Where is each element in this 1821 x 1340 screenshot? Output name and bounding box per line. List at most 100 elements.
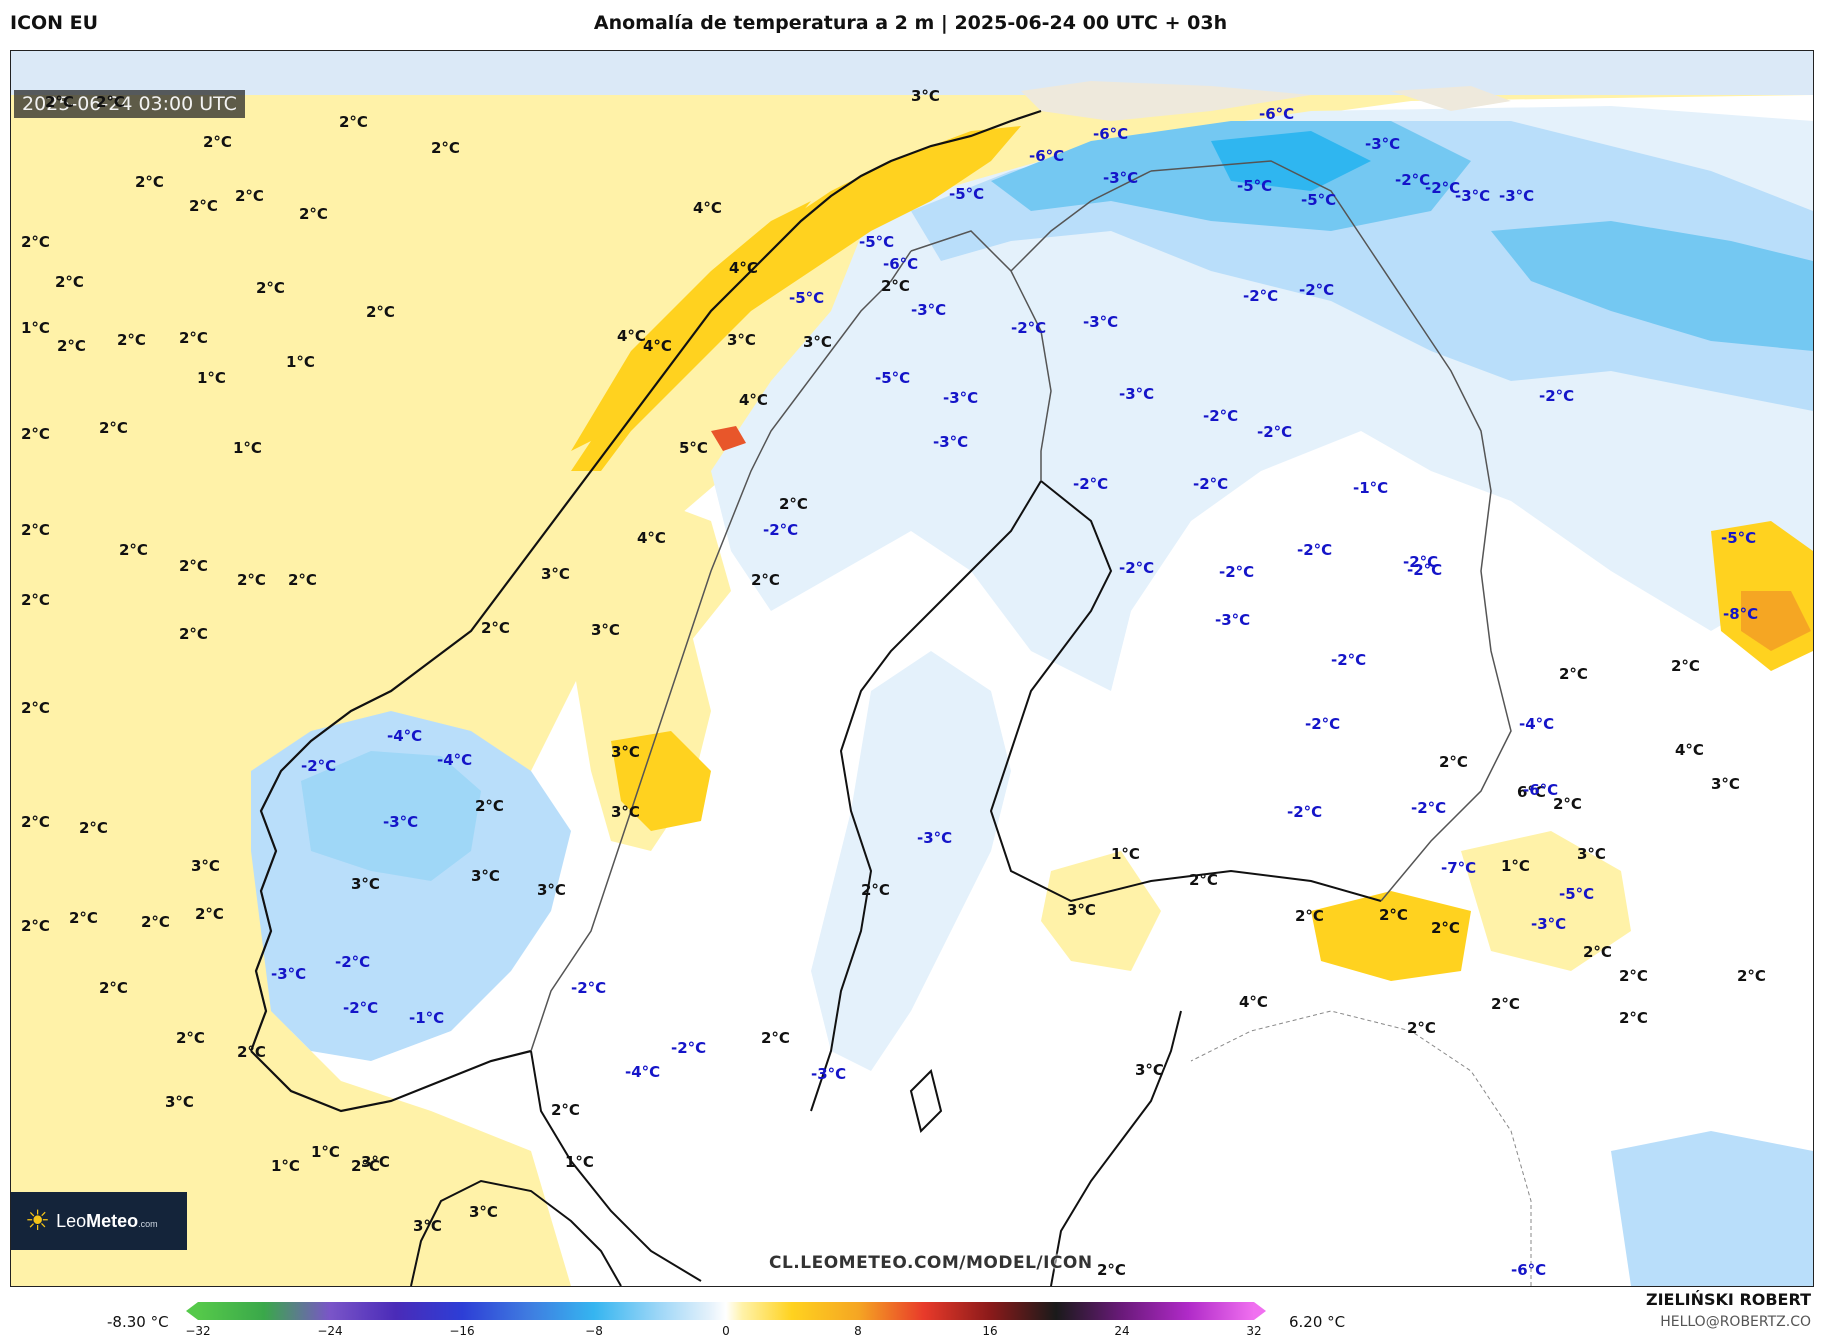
temperature-label: -4°C — [625, 1063, 661, 1081]
temperature-label: -3°C — [1365, 135, 1401, 153]
temperature-label: 3°C — [1067, 901, 1096, 919]
border-sweden-finland — [910, 230, 1052, 481]
temperature-label: 2°C — [366, 303, 395, 321]
temperature-label: -4°C — [387, 727, 423, 745]
colorbar-tick-label: 0 — [722, 1324, 730, 1338]
author-name: ZIELIŃSKI ROBERT — [1645, 1290, 1811, 1309]
temperature-label: 1°C — [233, 439, 262, 457]
temperature-label: -2°C — [1297, 541, 1333, 559]
colorbar-tick-label: 8 — [854, 1324, 862, 1338]
temperature-label: 3°C — [803, 333, 832, 351]
temperature-label: 4°C — [617, 327, 646, 345]
temperature-label: -2°C — [1193, 475, 1229, 493]
temperature-label: 2°C — [1583, 943, 1612, 961]
temperature-label: -2°C — [343, 999, 379, 1017]
temperature-label: 3°C — [911, 87, 940, 105]
temperature-label: -5°C — [1301, 191, 1337, 209]
arctic-sea-band — [11, 51, 1813, 95]
temperature-label: -5°C — [949, 185, 985, 203]
coastline-gotland — [909, 1069, 943, 1133]
temperature-label: 2°C — [57, 337, 86, 355]
border-norway-finland — [1010, 170, 1152, 272]
temperature-label: 2°C — [1553, 795, 1582, 813]
temperature-label: -5°C — [1721, 529, 1757, 547]
temperature-label: 2°C — [761, 1029, 790, 1047]
coastline-baltics — [1050, 1010, 1182, 1286]
cold-region-southeast — [1611, 1131, 1813, 1286]
source-url[interactable]: CL.LEOMETEO.COM/MODEL/ICON — [769, 1253, 1093, 1273]
coastline-sweden — [530, 1050, 702, 1282]
temperature-label: 4°C — [693, 199, 722, 217]
colorbar-body — [198, 1302, 1254, 1320]
temperature-label: -4°C — [437, 751, 473, 769]
temperature-label: 2°C — [1619, 1009, 1648, 1027]
temperature-label: -6°C — [1093, 125, 1129, 143]
temperature-label: 2°C — [475, 797, 504, 815]
coastline-norway-south — [250, 1049, 532, 1113]
temperature-label: 4°C — [729, 259, 758, 277]
temperature-label: 2°C — [21, 425, 50, 443]
colorbar-max-label: 6.20 °C — [1289, 1313, 1346, 1331]
temperature-label: 2°C — [21, 521, 50, 539]
temperature-label: -3°C — [1531, 915, 1567, 933]
author-email[interactable]: HELLO@ROBERTZ.CO — [1660, 1314, 1811, 1330]
colorbar-tick-label: −8 — [585, 1324, 603, 1338]
temperature-label: 2°C — [55, 273, 84, 291]
temperature-label: -3°C — [1119, 385, 1155, 403]
warm-spot-hot — [711, 426, 746, 451]
temperature-label: 3°C — [191, 857, 220, 875]
temperature-label: -4°C — [1519, 715, 1555, 733]
temperature-label: -7°C — [1441, 859, 1477, 877]
temperature-label: -3°C — [811, 1065, 847, 1083]
temperature-label: 6°C — [1517, 783, 1546, 801]
coastline-finland — [989, 480, 1382, 903]
temperature-label: 2°C — [881, 277, 910, 295]
temperature-label: 2°C — [179, 625, 208, 643]
temperature-label: 3°C — [1711, 775, 1740, 793]
warm-region-coast — [571, 126, 1021, 471]
temperature-label: 2°C — [117, 331, 146, 349]
temperature-label: 3°C — [471, 867, 500, 885]
temperature-label: 1°C — [286, 353, 315, 371]
temperature-label: 2°C — [299, 205, 328, 223]
temperature-label: 2°C — [431, 139, 460, 157]
temperature-label: -5°C — [1237, 177, 1273, 195]
temperature-label: 2°C — [1439, 753, 1468, 771]
temperature-label: -2°C — [1411, 799, 1447, 817]
warm-spot-east-hot — [1741, 591, 1811, 651]
temperature-label: 2°C — [189, 197, 218, 215]
temperature-label: 1°C — [565, 1153, 594, 1171]
temperature-label: -3°C — [917, 829, 953, 847]
border-norway-sweden — [530, 250, 912, 1052]
temperature-label: 2°C — [99, 419, 128, 437]
temperature-label: -2°C — [1425, 179, 1461, 197]
temperature-label: -6°C — [883, 255, 919, 273]
temperature-label: 2°C — [176, 1029, 205, 1047]
temperature-label: -3°C — [943, 389, 979, 407]
temperature-label: -6°C — [1511, 1261, 1547, 1279]
temperature-label: 2°C — [1295, 907, 1324, 925]
map-panel: 2025-06-24 03:00 UTC ☀ LeoMeteo.com CL.L… — [10, 50, 1814, 1287]
temperature-label: 2°C — [203, 133, 232, 151]
temperature-label: -3°C — [271, 965, 307, 983]
temperature-label: -2°C — [1011, 319, 1047, 337]
temperature-label: 2°C — [481, 619, 510, 637]
temperature-label: -5°C — [789, 289, 825, 307]
temperature-label: 2°C — [69, 909, 98, 927]
temperature-label: 2°C — [45, 93, 74, 111]
leometeo-logo[interactable]: ☀ LeoMeteo.com — [11, 1192, 187, 1250]
temperature-label: 2°C — [21, 813, 50, 831]
temperature-label: 2°C — [135, 173, 164, 191]
temperature-label: -3°C — [1215, 611, 1251, 629]
temperature-label: 4°C — [1675, 741, 1704, 759]
map-title: Anomalía de temperatura a 2 m | 2025-06-… — [593, 12, 1228, 34]
colorbar-tick-label: 24 — [1114, 1324, 1130, 1338]
colorbar-right-arrow — [1254, 1302, 1266, 1320]
warm-patch-finland-sw — [1041, 851, 1161, 971]
temperature-label: 1°C — [1111, 845, 1140, 863]
colorbar-tick-label: −32 — [185, 1324, 211, 1338]
temperature-label: -2°C — [1219, 563, 1255, 581]
temperature-label: -5°C — [859, 233, 895, 251]
temperature-label: 2°C — [1491, 995, 1520, 1013]
temperature-label: -6°C — [1029, 147, 1065, 165]
